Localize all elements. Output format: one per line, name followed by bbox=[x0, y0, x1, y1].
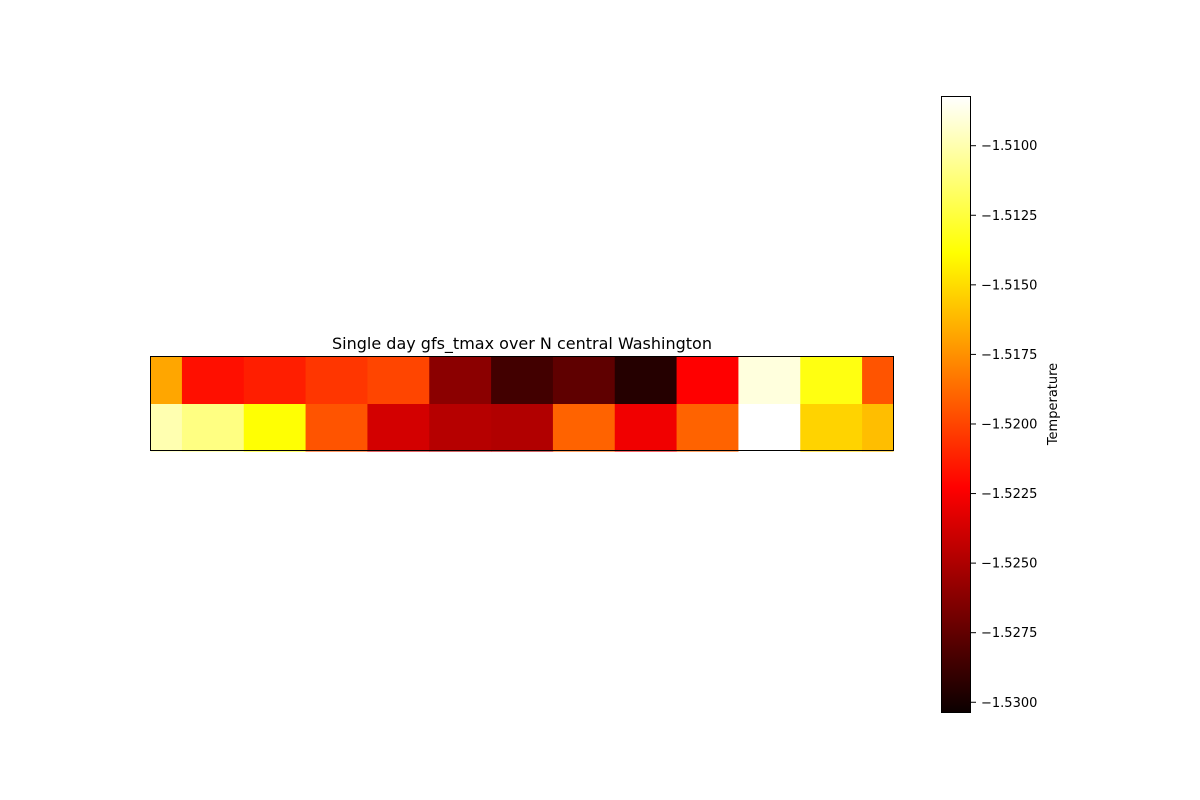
heatmap-cell bbox=[552, 357, 616, 405]
heatmap-cell bbox=[676, 404, 740, 452]
colorbar-tick-label: −1.5275 bbox=[981, 626, 1037, 641]
colorbar-label: Temperature bbox=[1046, 363, 1061, 446]
colorbar-tick-label: −1.5125 bbox=[981, 209, 1037, 224]
colorbar-tick-label: −1.5250 bbox=[981, 557, 1037, 572]
colorbar-tick-label: −1.5175 bbox=[981, 348, 1037, 363]
heatmap-frame bbox=[150, 356, 894, 451]
colorbar-tick-label: −1.5100 bbox=[981, 139, 1037, 154]
heatmap-cell bbox=[243, 357, 307, 405]
heatmap-cells bbox=[151, 357, 894, 452]
heatmap-cell bbox=[305, 357, 369, 405]
heatmap-cell bbox=[151, 357, 183, 405]
heatmap-cell bbox=[491, 357, 554, 405]
colorbar bbox=[941, 96, 971, 713]
colorbar-tick-label: −1.5150 bbox=[981, 278, 1037, 293]
colorbar-tick-label: −1.5200 bbox=[981, 417, 1037, 432]
heatmap-cell bbox=[181, 357, 245, 405]
heatmap-cell bbox=[676, 357, 740, 405]
heatmap-cell bbox=[491, 404, 554, 452]
heatmap-cell bbox=[738, 357, 801, 405]
heatmap-cell bbox=[614, 404, 678, 452]
heatmap-cell bbox=[181, 404, 245, 452]
heatmap-cell bbox=[862, 404, 894, 452]
heatmap-cell bbox=[862, 357, 894, 405]
heatmap-cell bbox=[738, 404, 801, 452]
heatmap-cell bbox=[429, 404, 492, 452]
heatmap-cell bbox=[367, 404, 430, 452]
heatmap-cell bbox=[800, 404, 863, 452]
heatmap-cell bbox=[552, 404, 616, 452]
heatmap-cell bbox=[151, 404, 183, 452]
heatmap-cell bbox=[429, 357, 492, 405]
heatmap-cell bbox=[305, 404, 369, 452]
chart-title: Single day gfs_tmax over N central Washi… bbox=[332, 334, 712, 354]
colorbar-tick-label: −1.5300 bbox=[981, 696, 1037, 711]
heatmap-cell bbox=[800, 357, 863, 405]
colorbar-tick-label: −1.5225 bbox=[981, 487, 1037, 502]
heatmap-cell bbox=[243, 404, 307, 452]
colorbar-ticks: −1.5100 −1.5125 −1.5150 −1.5175 −1.5200 −1.52… bbox=[971, 139, 1037, 711]
heatmap-cell bbox=[367, 357, 430, 405]
heatmap-cell bbox=[614, 357, 678, 405]
